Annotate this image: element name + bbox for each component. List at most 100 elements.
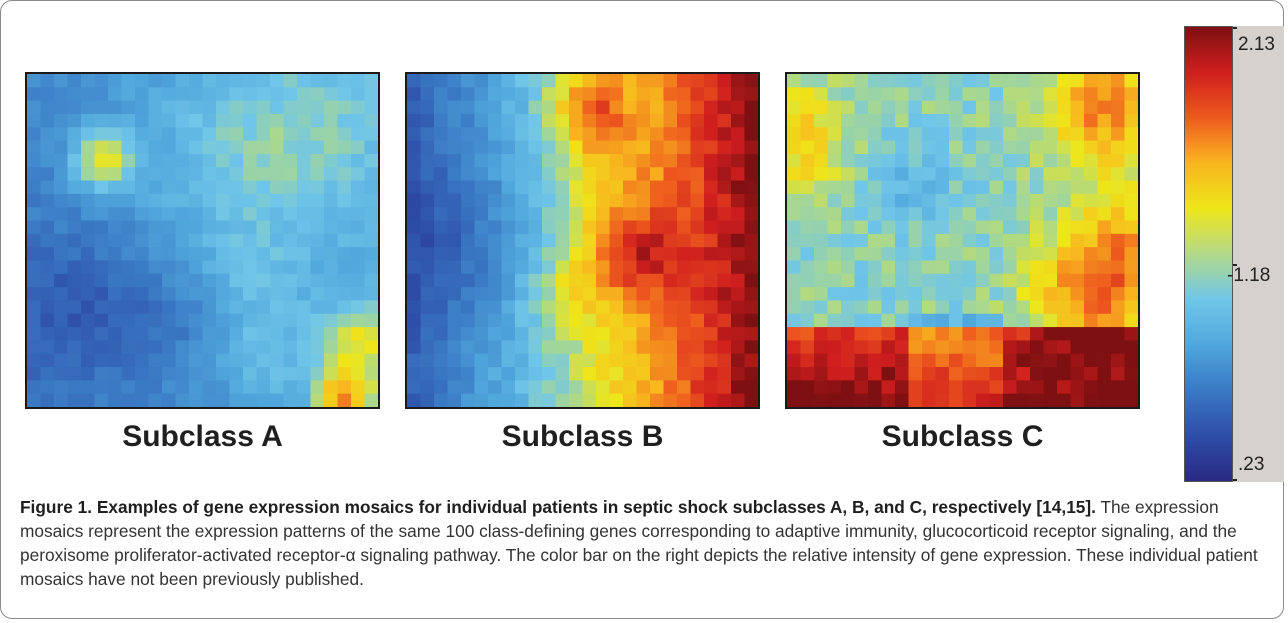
- mosaic-cell: [1016, 393, 1031, 407]
- mosaic-cell: [515, 300, 530, 315]
- mosaic-cell: [663, 393, 678, 407]
- mosaic-cell: [1097, 260, 1112, 275]
- mosaic-cell: [434, 100, 449, 115]
- mosaic-cell: [555, 113, 570, 128]
- mosaic-cell: [989, 353, 1004, 368]
- mosaic-cell: [351, 287, 366, 301]
- mosaic-cell: [94, 393, 109, 407]
- mosaic-cell: [989, 380, 1004, 395]
- mosaic-cell: [569, 300, 584, 315]
- mosaic-cell: [54, 113, 69, 128]
- mosaic-cell: [202, 300, 217, 315]
- mosaic-cell: [216, 140, 231, 155]
- mosaic-cell: [1003, 87, 1018, 102]
- mosaic-cell: [989, 87, 1004, 102]
- mosaic-cell: [407, 207, 422, 222]
- mosaic-cell: [717, 207, 732, 222]
- mosaic-cell: [324, 313, 339, 328]
- mosaic-cell: [881, 353, 896, 368]
- mosaic-cell: [81, 287, 96, 301]
- mosaic-cell: [677, 380, 692, 395]
- mosaic-cell: [515, 153, 530, 168]
- mosaic-cell: [1003, 233, 1018, 248]
- mosaic-cell: [243, 207, 258, 222]
- mosaic-cell: [976, 300, 991, 315]
- mosaic-cell: [256, 247, 271, 262]
- mosaic-cell: [447, 74, 462, 88]
- mosaic-cell: [582, 74, 597, 88]
- mosaic-cell: [337, 153, 352, 168]
- mosaic-cell: [297, 153, 312, 168]
- mosaic-cell: [922, 87, 937, 102]
- mosaic-cell: [663, 113, 678, 128]
- mosaic-cell: [216, 87, 231, 102]
- mosaic-cell: [162, 153, 177, 168]
- mosaic-cell: [297, 167, 312, 182]
- mosaic-cell: [67, 207, 82, 222]
- mosaic-cell: [108, 353, 123, 368]
- mosaic-cell: [202, 260, 217, 275]
- mosaic-cell: [270, 260, 285, 275]
- mosaic-cell: [744, 193, 758, 208]
- mosaic-cell: [935, 220, 950, 235]
- mosaic-cell: [908, 167, 923, 182]
- mosaic-cell: [609, 74, 624, 88]
- mosaic-cell: [40, 313, 55, 328]
- mosaic-cell: [623, 233, 638, 248]
- mosaic-cell: [121, 327, 136, 341]
- mosaic-cell: [27, 100, 42, 115]
- mosaic-cell: [962, 287, 977, 301]
- mosaic-cell: [420, 180, 435, 195]
- mosaic-cell: [868, 380, 883, 395]
- mosaic-cell: [364, 380, 378, 395]
- mosaic-cell: [731, 313, 746, 328]
- mosaic-cell: [324, 74, 339, 88]
- mosaic-cell: [731, 340, 746, 355]
- mosaic-cell: [663, 220, 678, 235]
- mosaic-cell: [555, 313, 570, 328]
- mosaic-cell: [461, 273, 476, 288]
- mosaic-cell: [447, 220, 462, 235]
- mosaic-cell: [854, 100, 869, 115]
- mosaic-cell: [609, 380, 624, 395]
- mosaic-cell: [922, 74, 937, 88]
- mosaic-cell: [569, 340, 584, 355]
- mosaic-cell: [1057, 167, 1072, 182]
- mosaic-cell: [81, 87, 96, 102]
- mosaic-cell: [40, 367, 55, 381]
- mosaic-cell: [1003, 193, 1018, 208]
- mosaic-cell: [717, 74, 732, 88]
- mosaic-cell: [108, 140, 123, 155]
- mosaic-cell: [310, 380, 325, 395]
- mosaic-cell: [542, 287, 557, 301]
- mosaic-cell: [650, 313, 665, 328]
- mosaic-cell: [1124, 180, 1138, 195]
- mosaic-cell: [108, 220, 123, 235]
- mosaic-cell: [202, 87, 217, 102]
- mosaic-cell: [976, 153, 991, 168]
- mosaic-cell: [189, 393, 204, 407]
- mosaic-cell: [717, 327, 732, 341]
- mosaic-cell: [420, 340, 435, 355]
- mosaic-cell: [814, 180, 829, 195]
- mosaic-cell: [717, 180, 732, 195]
- mosaic-cell: [989, 340, 1004, 355]
- mosaic-cell: [542, 233, 557, 248]
- mosaic-cell: [461, 247, 476, 262]
- mosaic-cell: [162, 100, 177, 115]
- mosaic-cell: [94, 327, 109, 341]
- mosaic-cell: [935, 287, 950, 301]
- mosaic-cell: [1084, 273, 1099, 288]
- mosaic-cell: [202, 207, 217, 222]
- mosaic-cell: [121, 127, 136, 142]
- mosaic-cell: [256, 313, 271, 328]
- mosaic-cell: [297, 353, 312, 368]
- mosaic-cell: [650, 380, 665, 395]
- mosaic-cell: [351, 300, 366, 315]
- mosaic-cell: [310, 100, 325, 115]
- mosaic-cell: [434, 273, 449, 288]
- mosaic-cell: [162, 113, 177, 128]
- mosaic-cell: [501, 300, 516, 315]
- mosaic-cell: [474, 127, 489, 142]
- mosaic-cell: [663, 327, 678, 341]
